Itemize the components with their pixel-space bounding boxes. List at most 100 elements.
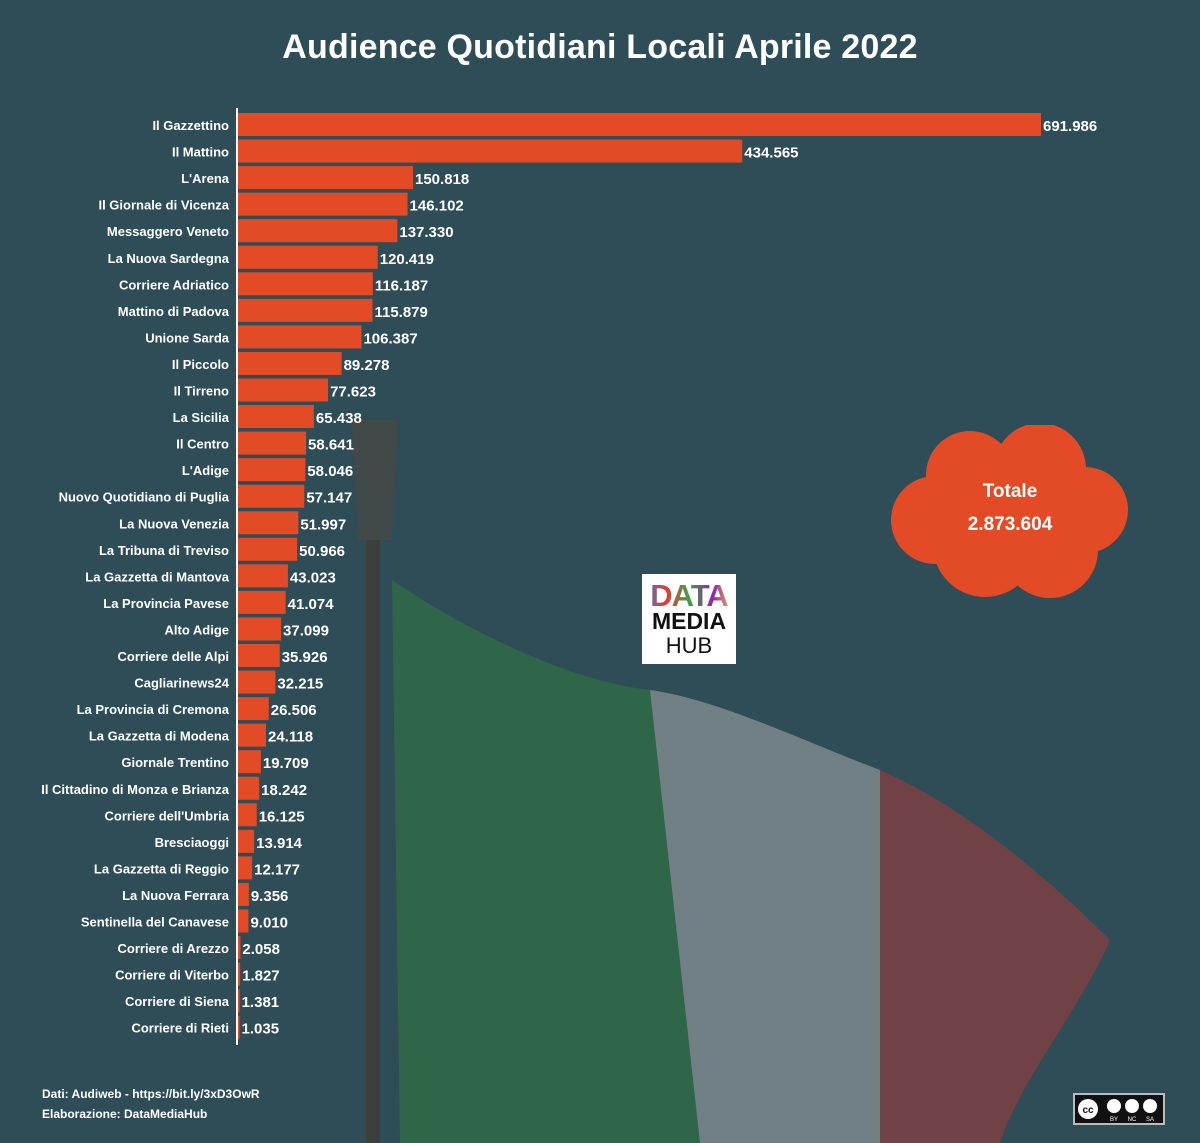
logo-media-text: MEDIA [651,608,727,634]
value-label: 150.818 [415,171,469,188]
category-label: Mattino di Padova [118,304,230,319]
category-label: Corriere di Arezzo [118,941,230,956]
bar [238,219,398,243]
value-label: 434.565 [744,145,798,162]
value-label: 37.099 [283,622,329,639]
value-label: 26.506 [271,702,317,719]
credit-note: Elaborazione: DataMediaHub [42,1107,208,1121]
value-label: 32.215 [277,676,323,693]
bar [238,1015,240,1039]
category-label: L'Arena [181,171,230,186]
category-label: Corriere di Siena [125,994,230,1009]
bar [238,962,241,986]
value-label: 65.438 [316,410,362,427]
logo-data-text: DATA [642,580,736,611]
value-label: 120.419 [380,251,434,268]
value-label: 1.035 [242,1021,280,1038]
bar [238,644,280,667]
bar [238,617,282,641]
nc-text: NC [1128,1117,1137,1123]
cc-license-badge: cc BY NC SA [1073,1093,1165,1125]
value-label: 137.330 [399,224,453,241]
category-label: Il Gazzettino [152,118,229,133]
cloud-shape [891,425,1128,598]
bar [238,166,414,190]
bar [238,325,362,349]
value-label: 1.827 [242,968,280,985]
total-value: 2.873.604 [967,514,1053,535]
bar [238,298,373,322]
by-icon [1107,1099,1121,1113]
category-label: La Gazzetta di Modena [89,729,230,744]
chart-title: Audience Quotidiani Locali Aprile 2022 [282,28,918,66]
value-label: 106.387 [363,330,417,347]
total-label: Totale [982,481,1038,502]
category-label: La Provincia di Cremona [77,702,230,717]
value-label: 2.058 [242,941,280,958]
bar [238,670,276,694]
source-note: Dati: Audiweb - https://bit.ly/3xD3OwR [42,1087,260,1101]
cc-icon [1078,1099,1098,1119]
value-label: 146.102 [410,198,464,215]
value-label: 58.046 [307,463,353,480]
bar [238,405,314,429]
value-label: 57.147 [306,490,352,507]
bar [238,272,373,296]
value-label: 12.177 [254,861,300,878]
bar [238,564,288,588]
category-label: Il Piccolo [172,357,229,372]
value-label: 89.278 [344,357,390,374]
value-label: 41.074 [288,596,335,613]
nc-icon [1125,1099,1139,1113]
cc-text: cc [1082,1105,1094,1116]
category-label: Il Giornale di Vicenza [98,198,229,213]
value-label: 1.381 [242,994,280,1011]
category-label: Il Mattino [172,145,229,160]
category-label: La Gazzetta di Reggio [94,861,229,876]
value-label: 77.623 [330,384,376,401]
value-label: 116.187 [375,277,428,294]
value-label: 115.879 [374,304,427,321]
value-label: 9.356 [251,888,289,905]
value-label: 9.010 [250,915,288,932]
category-label: L'Adige [182,463,229,478]
bar [238,856,253,880]
value-label: 19.709 [263,755,309,772]
value-label: 691.986 [1043,118,1097,135]
sa-icon [1143,1099,1157,1113]
bar [238,458,306,482]
value-label: 58.641 [308,437,354,454]
category-label: Corriere Adriatico [119,277,229,292]
category-label: Corriere dell'Umbria [105,808,230,823]
category-label: Giornale Trentino [121,755,229,770]
category-label: La Tribuna di Treviso [99,543,229,558]
category-label: Sentinella del Canavese [81,915,229,930]
bar [238,776,260,800]
category-label: La Nuova Sardegna [108,251,230,266]
logo-hub-text: HUB [665,633,713,658]
bar [238,113,1041,136]
by-text: BY [1110,1117,1118,1123]
category-label: Corriere di Rieti [131,1021,229,1036]
bar [238,192,408,216]
value-label: 51.997 [300,516,346,533]
datamediahub-logo: DATA MEDIA HUB [642,574,736,664]
bar [238,590,286,614]
category-label: La Sicilia [173,410,230,425]
bar [238,537,298,561]
bar [238,803,257,827]
category-label: Corriere di Viterbo [115,968,229,983]
category-label: Unione Sarda [145,330,230,345]
category-label: Bresciaoggi [155,835,229,850]
bar [238,882,249,906]
value-label: 50.966 [299,543,345,560]
category-label: La Nuova Ferrara [122,888,230,903]
bar [238,936,241,960]
bar [238,909,249,933]
bar [238,989,240,1013]
value-label: 13.914 [256,835,303,852]
category-label: Messaggero Veneto [107,224,229,239]
value-label: 43.023 [290,569,336,586]
bar [238,378,329,402]
